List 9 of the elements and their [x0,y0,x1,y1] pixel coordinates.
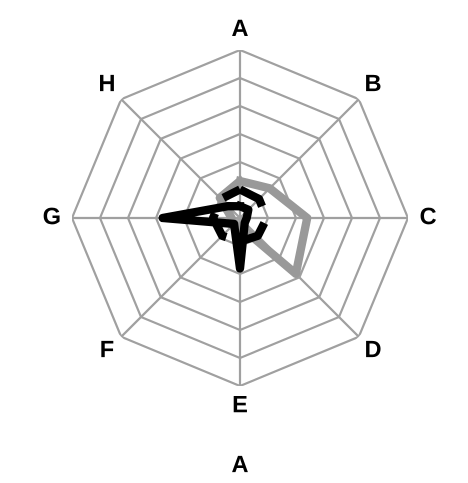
spoke-label: H [100,74,114,92]
text: A [232,456,248,472]
spoke-label: F [101,340,114,358]
spoke-label: G [44,208,60,224]
spoke-label: E [234,396,247,412]
spoke-label: D [366,340,381,358]
spoke-label: A [232,20,248,36]
spoke-label: B [366,74,380,92]
spoke-label: C [420,208,436,224]
